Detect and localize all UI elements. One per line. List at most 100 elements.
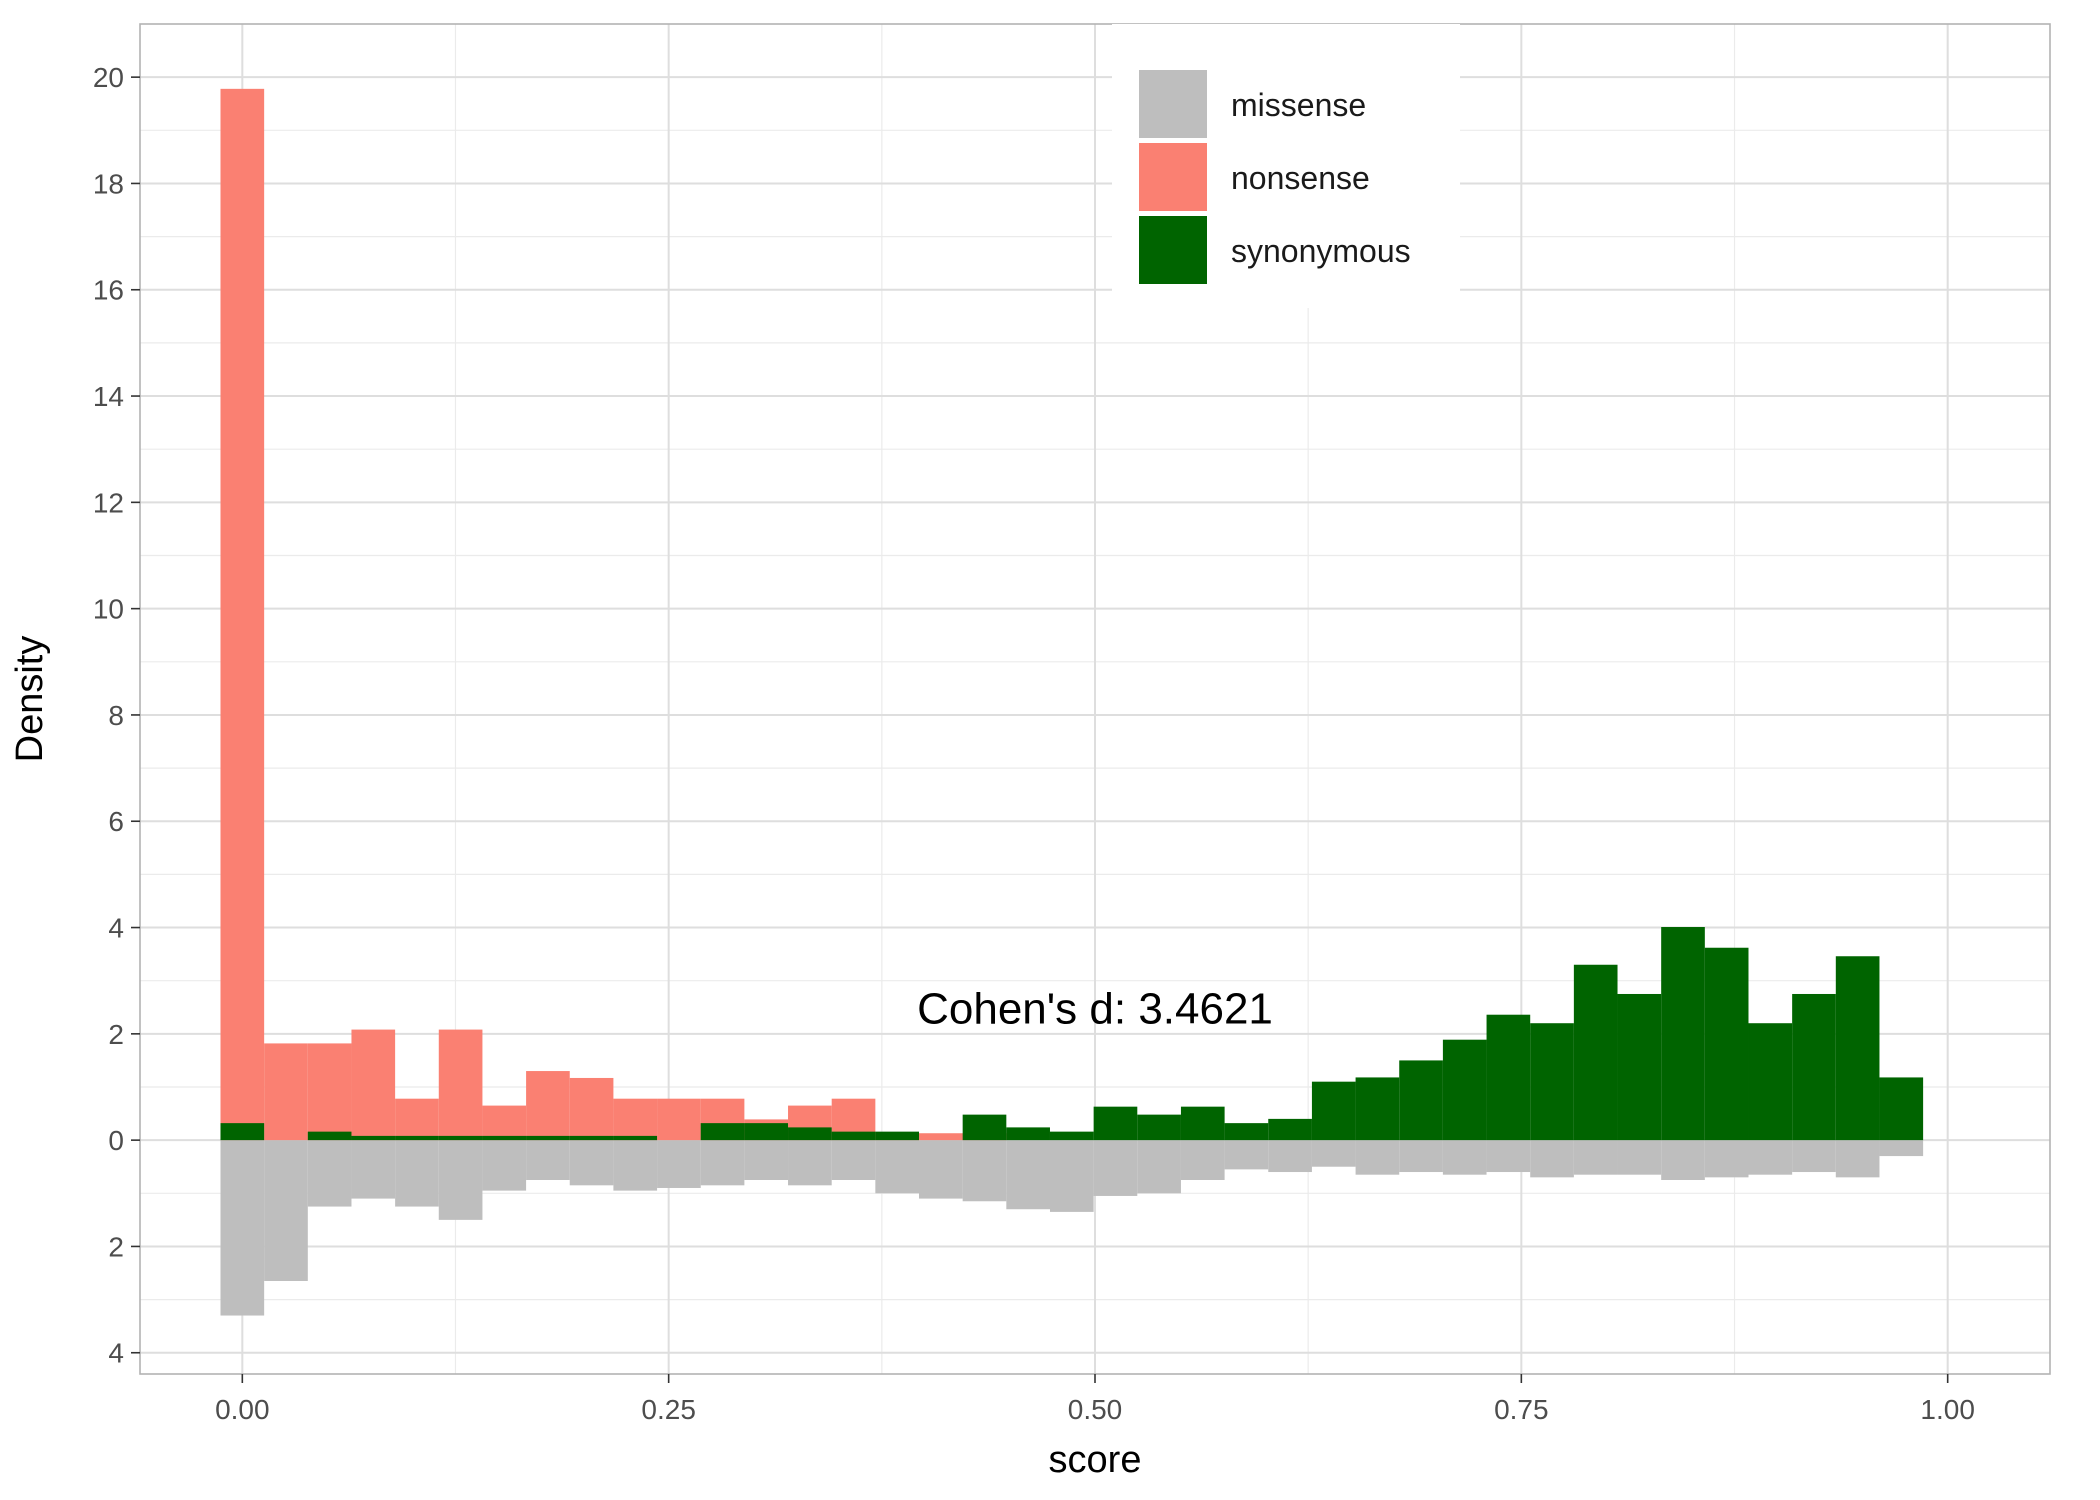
synonymous-bar xyxy=(875,1131,920,1141)
nonsense-bar xyxy=(919,1133,963,1141)
nonsense-bar xyxy=(613,1098,658,1141)
legend-key-nonsense xyxy=(1139,143,1207,211)
cohens-d-annotation: Cohen's d: 3.4621 xyxy=(917,984,1273,1033)
synonymous-bar xyxy=(1792,993,1836,1141)
nonsense-bar xyxy=(395,1098,439,1141)
synonymous-bar xyxy=(1137,1114,1181,1141)
missense-bar xyxy=(1748,1140,1793,1175)
synonymous-bar xyxy=(700,1123,745,1141)
nonsense-bar xyxy=(220,88,265,1141)
legend: missense nonsense synonymous xyxy=(1112,24,1460,308)
x-tick-label: 0.25 xyxy=(641,1394,696,1425)
missense-bar xyxy=(1006,1140,1050,1210)
missense-bar xyxy=(1704,1140,1749,1178)
synonymous-bar xyxy=(744,1123,789,1141)
synonymous-bar xyxy=(1486,1014,1531,1141)
x-tick-label: 1.00 xyxy=(1920,1394,1975,1425)
missense-bar xyxy=(1792,1140,1836,1173)
y-tick-label: 0 xyxy=(108,1125,124,1156)
missense-bar xyxy=(1180,1140,1225,1181)
synonymous-bar xyxy=(1180,1106,1225,1141)
synonymous-bar xyxy=(1224,1123,1269,1141)
series-missense xyxy=(220,1140,1924,1316)
nonsense-bar xyxy=(264,1043,308,1141)
synonymous-bar xyxy=(1748,1023,1793,1141)
synonymous-bar xyxy=(1617,993,1662,1141)
synonymous-bar xyxy=(351,1135,396,1141)
missense-bar xyxy=(1268,1140,1312,1173)
missense-bar xyxy=(526,1140,570,1181)
missense-bar xyxy=(875,1140,920,1194)
missense-bar xyxy=(482,1140,527,1191)
synonymous-bar xyxy=(1530,1023,1574,1141)
nonsense-bar xyxy=(438,1029,483,1141)
synonymous-bar xyxy=(962,1114,1007,1141)
missense-bar xyxy=(438,1140,483,1220)
missense-bar xyxy=(962,1140,1007,1202)
x-axis-title: score xyxy=(1049,1439,1142,1481)
y-tick-label: 4 xyxy=(108,1338,124,1369)
nonsense-bar xyxy=(482,1105,527,1141)
synonymous-bar xyxy=(1442,1039,1487,1141)
synonymous-bar xyxy=(788,1127,832,1141)
missense-bar xyxy=(1661,1140,1705,1181)
synonymous-bar xyxy=(526,1135,570,1141)
missense-bar xyxy=(1399,1140,1443,1173)
missense-bar xyxy=(264,1140,308,1281)
missense-bar xyxy=(1573,1140,1618,1175)
synonymous-bar xyxy=(1311,1081,1356,1141)
y-tick-label: 6 xyxy=(108,806,124,837)
y-tick-label: 4 xyxy=(108,913,124,944)
missense-bar xyxy=(307,1140,352,1207)
synonymous-bar xyxy=(1268,1118,1312,1141)
synonymous-bar xyxy=(1704,947,1749,1141)
synonymous-bar xyxy=(438,1135,483,1141)
synonymous-bar xyxy=(1049,1131,1094,1141)
series-synonymous xyxy=(220,927,1924,1141)
synonymous-bar xyxy=(1006,1127,1050,1141)
missense-bar xyxy=(1137,1140,1181,1194)
synonymous-bar xyxy=(220,1123,265,1141)
missense-bar xyxy=(1879,1140,1924,1157)
y-tick-label: 2 xyxy=(108,1019,124,1050)
nonsense-bar xyxy=(307,1043,352,1141)
missense-bar xyxy=(220,1140,265,1316)
legend-key-synonymous xyxy=(1139,216,1207,284)
missense-bar xyxy=(1224,1140,1269,1170)
y-tick-label: 2 xyxy=(108,1231,124,1262)
synonymous-bar xyxy=(395,1135,439,1141)
missense-bar xyxy=(1530,1140,1574,1178)
synonymous-bar xyxy=(482,1135,527,1141)
missense-bar xyxy=(569,1140,614,1186)
legend-label-synonymous: synonymous xyxy=(1231,233,1411,269)
x-tick-label: 0.00 xyxy=(215,1394,270,1425)
missense-bar xyxy=(1617,1140,1662,1175)
y-tick-label: 14 xyxy=(93,381,124,412)
missense-bar xyxy=(351,1140,396,1199)
missense-bar xyxy=(395,1140,439,1207)
synonymous-bar xyxy=(307,1131,352,1141)
missense-bar xyxy=(831,1140,876,1181)
y-tick-label: 16 xyxy=(93,275,124,306)
missense-bar xyxy=(1355,1140,1400,1175)
synonymous-bar xyxy=(1879,1077,1924,1141)
missense-bar xyxy=(613,1140,658,1191)
synonymous-bar xyxy=(613,1135,658,1141)
x-tick-label: 0.50 xyxy=(1068,1394,1123,1425)
bars xyxy=(220,88,1924,1316)
synonymous-bar xyxy=(1661,927,1705,1141)
missense-bar xyxy=(1049,1140,1094,1212)
y-tick-label: 20 xyxy=(93,62,124,93)
y-tick-label: 12 xyxy=(93,487,124,518)
missense-bar xyxy=(1442,1140,1487,1175)
y-axis-title: Density xyxy=(9,636,51,763)
nonsense-bar xyxy=(526,1071,570,1141)
missense-bar xyxy=(744,1140,789,1181)
synonymous-bar xyxy=(569,1135,614,1141)
synonymous-bar xyxy=(1835,956,1880,1141)
legend-label-nonsense: nonsense xyxy=(1231,160,1370,196)
missense-bar xyxy=(919,1140,963,1199)
